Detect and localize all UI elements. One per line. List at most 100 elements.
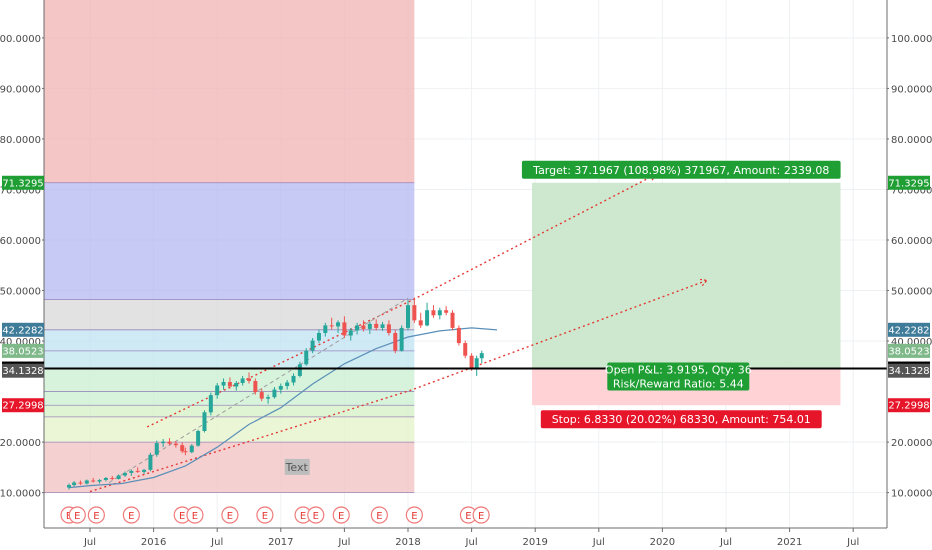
candle[interactable] bbox=[437, 307, 442, 320]
candle[interactable] bbox=[406, 300, 410, 331]
candle[interactable] bbox=[135, 467, 140, 473]
earnings-marker[interactable]: E bbox=[472, 506, 490, 524]
candle[interactable] bbox=[316, 329, 321, 344]
candle[interactable] bbox=[304, 348, 309, 366]
stop-label[interactable]: Stop: 6.8330 (20.02%) 68330, Amount: 754… bbox=[540, 410, 822, 429]
trend-lines[interactable] bbox=[89, 173, 709, 493]
candle[interactable] bbox=[240, 375, 245, 386]
earnings-marker-circle bbox=[370, 506, 388, 524]
candle[interactable] bbox=[297, 361, 302, 378]
candle[interactable] bbox=[272, 387, 277, 399]
candle[interactable] bbox=[425, 302, 430, 327]
candle[interactable] bbox=[374, 319, 379, 331]
annotations[interactable]: Target: 37.1967 (108.98%) 371967, Amount… bbox=[285, 160, 841, 475]
candle[interactable] bbox=[323, 322, 328, 337]
earnings-marker[interactable]: E bbox=[87, 506, 105, 524]
candle[interactable] bbox=[348, 327, 353, 341]
price-label-bg bbox=[888, 343, 930, 358]
candle[interactable] bbox=[266, 394, 271, 404]
candle[interactable] bbox=[386, 320, 391, 336]
candle[interactable] bbox=[361, 320, 366, 332]
candle[interactable] bbox=[329, 317, 334, 330]
earnings-marker[interactable]: E bbox=[405, 506, 423, 524]
candle[interactable] bbox=[253, 378, 258, 395]
candle[interactable] bbox=[161, 439, 166, 448]
candle[interactable] bbox=[431, 305, 436, 318]
earnings-marker[interactable]: E bbox=[256, 506, 274, 524]
lower-channel-line[interactable] bbox=[89, 279, 708, 493]
candle[interactable] bbox=[367, 321, 372, 334]
candle[interactable] bbox=[196, 429, 201, 447]
candle[interactable] bbox=[116, 474, 121, 480]
candle[interactable] bbox=[103, 476, 108, 482]
candle[interactable] bbox=[180, 442, 185, 454]
candle[interactable] bbox=[221, 378, 226, 390]
earnings-marker[interactable]: E bbox=[221, 506, 239, 524]
position-tool[interactable] bbox=[532, 182, 841, 406]
candle[interactable] bbox=[278, 383, 283, 394]
upper-channel-line[interactable] bbox=[146, 173, 657, 428]
candle[interactable] bbox=[450, 310, 455, 331]
candle-body bbox=[180, 445, 185, 452]
candle[interactable] bbox=[154, 440, 159, 457]
candle[interactable] bbox=[129, 469, 134, 476]
candle[interactable] bbox=[227, 377, 232, 389]
candle[interactable] bbox=[234, 380, 239, 391]
candle[interactable] bbox=[259, 388, 264, 402]
candle[interactable] bbox=[342, 316, 347, 339]
candles[interactable] bbox=[67, 297, 484, 490]
candle[interactable] bbox=[291, 373, 296, 386]
candle[interactable] bbox=[148, 452, 153, 472]
candle[interactable] bbox=[67, 483, 72, 490]
candle[interactable] bbox=[189, 444, 194, 454]
candle[interactable] bbox=[142, 468, 147, 474]
candle[interactable] bbox=[393, 329, 398, 354]
candle[interactable] bbox=[173, 441, 178, 448]
candle[interactable] bbox=[110, 475, 115, 480]
candle[interactable] bbox=[444, 306, 449, 316]
earnings-marker[interactable]: E bbox=[332, 506, 350, 524]
y-tick-label-left: 60.0000 bbox=[0, 236, 41, 247]
earnings-markers[interactable]: EEEEEEEEEEEEEEE bbox=[60, 506, 490, 524]
candle[interactable] bbox=[399, 325, 404, 352]
text-annotation[interactable]: Text bbox=[285, 458, 310, 475]
candle[interactable] bbox=[183, 447, 188, 456]
price-label-text: 27.2998 bbox=[2, 401, 43, 412]
candle[interactable] bbox=[167, 438, 172, 446]
earnings-marker[interactable]: E bbox=[370, 506, 388, 524]
candle[interactable] bbox=[247, 372, 251, 384]
candle[interactable] bbox=[479, 350, 484, 364]
earnings-marker[interactable]: E bbox=[186, 506, 204, 524]
earnings-marker[interactable]: E bbox=[122, 506, 140, 524]
price-label-text: 42.2282 bbox=[2, 325, 43, 336]
earnings-marker[interactable]: E bbox=[68, 506, 86, 524]
candle[interactable] bbox=[355, 322, 360, 335]
candle[interactable] bbox=[310, 338, 315, 354]
candle[interactable] bbox=[84, 479, 89, 485]
target-label[interactable]: Target: 37.1967 (108.98%) 371967, Amount… bbox=[521, 160, 841, 179]
candle[interactable] bbox=[463, 340, 468, 359]
candle[interactable] bbox=[215, 382, 220, 399]
candle[interactable] bbox=[72, 481, 77, 487]
candle[interactable] bbox=[78, 480, 83, 486]
candle[interactable] bbox=[97, 478, 102, 484]
candle-body bbox=[361, 325, 366, 329]
candle[interactable] bbox=[91, 477, 96, 483]
mid-dashed-line[interactable] bbox=[108, 297, 409, 483]
candle[interactable] bbox=[336, 320, 341, 333]
candle[interactable] bbox=[412, 297, 417, 323]
candle[interactable] bbox=[418, 312, 423, 328]
candle[interactable] bbox=[474, 355, 479, 376]
candle[interactable] bbox=[122, 471, 127, 477]
candle[interactable] bbox=[285, 379, 290, 390]
candle[interactable] bbox=[380, 321, 385, 331]
candle[interactable] bbox=[456, 325, 461, 346]
earnings-marker[interactable]: E bbox=[307, 506, 325, 524]
target-zone[interactable] bbox=[532, 182, 841, 369]
candle[interactable] bbox=[208, 392, 213, 416]
candle[interactable] bbox=[202, 410, 207, 433]
price-label-right: 27.2998 bbox=[888, 398, 930, 413]
